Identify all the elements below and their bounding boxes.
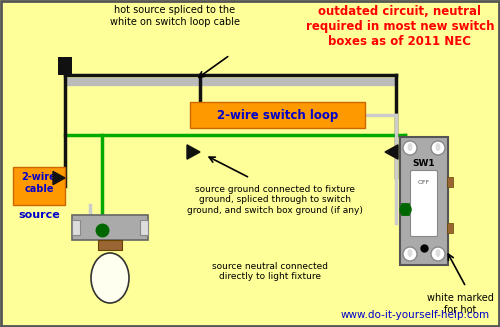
Text: OFF: OFF [418, 180, 430, 184]
Text: SW1: SW1 [412, 159, 436, 167]
Bar [140, 220, 148, 235]
Polygon shape [187, 145, 200, 159]
Text: 2-wire
cable: 2-wire cable [22, 172, 56, 194]
Ellipse shape [91, 253, 129, 303]
Bar [401, 203, 409, 215]
Bar [190, 102, 365, 128]
Circle shape [431, 141, 445, 155]
Text: source neutral connected
directly to light fixture: source neutral connected directly to lig… [212, 262, 328, 282]
FancyBboxPatch shape [58, 57, 72, 75]
Text: source ground connected to fixture
ground, spliced through to switch
ground, and: source ground connected to fixture groun… [187, 185, 363, 215]
Circle shape [403, 247, 417, 261]
Ellipse shape [436, 249, 440, 257]
Text: hot source spliced to the
white on switch loop cable: hot source spliced to the white on switc… [110, 5, 240, 26]
Ellipse shape [436, 143, 440, 151]
Text: outdated circuit, neutral
required in most new switch
boxes as of 2011 NEC: outdated circuit, neutral required in mo… [306, 5, 494, 48]
Text: white marked
for hot: white marked for hot [426, 293, 494, 315]
Bar [72, 220, 80, 235]
Circle shape [403, 141, 417, 155]
Polygon shape [53, 171, 65, 185]
Text: source: source [18, 210, 60, 220]
Bar [447, 223, 453, 233]
FancyBboxPatch shape [410, 170, 438, 236]
Polygon shape [385, 145, 398, 159]
Circle shape [431, 247, 445, 261]
Bar [13, 167, 65, 205]
Ellipse shape [408, 143, 412, 151]
Bar [447, 177, 453, 187]
Bar [400, 137, 448, 265]
Ellipse shape [408, 249, 412, 257]
Bar [98, 240, 122, 250]
Text: www.do-it-yourself-help.com: www.do-it-yourself-help.com [341, 310, 490, 320]
Text: 2-wire switch loop: 2-wire switch loop [217, 109, 338, 122]
Bar [72, 215, 148, 240]
